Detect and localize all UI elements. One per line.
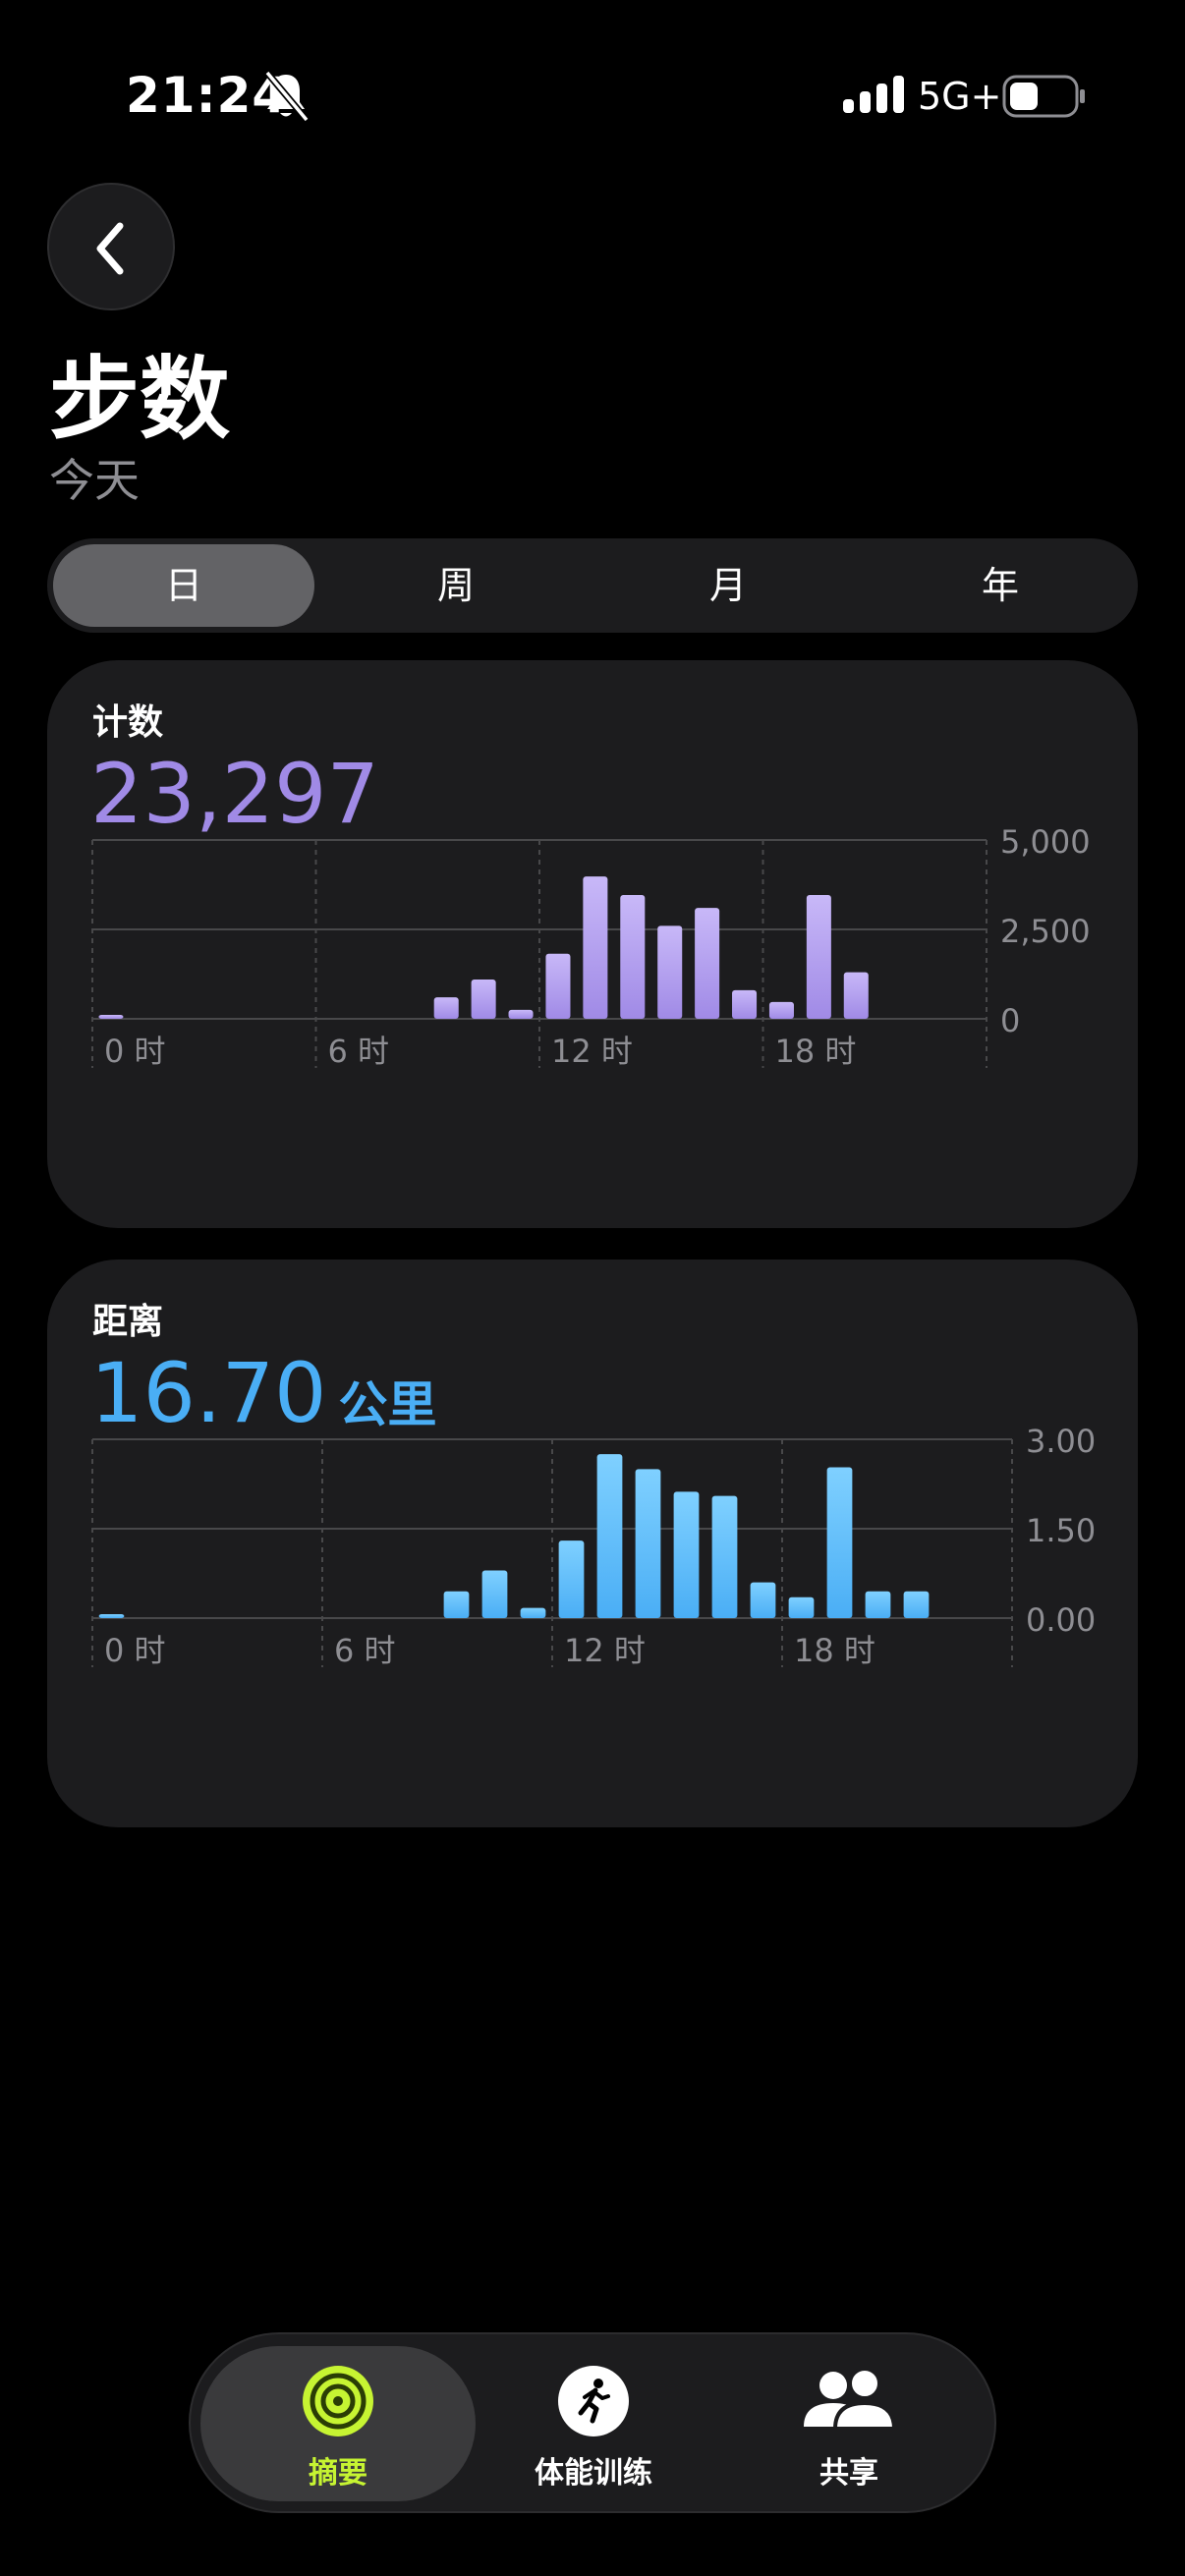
tab-sharing-label: 共享 <box>819 2456 878 2491</box>
bar[interactable] <box>433 997 459 1019</box>
bar[interactable] <box>635 1469 661 1618</box>
bar[interactable] <box>768 1001 794 1019</box>
tab-workouts-label: 体能训练 <box>535 2456 652 2491</box>
bar[interactable] <box>545 953 571 1019</box>
bar[interactable] <box>481 1570 508 1618</box>
bar[interactable] <box>596 1454 623 1618</box>
x-tick-label: 0 时 <box>104 1632 166 1669</box>
bar[interactable] <box>583 876 608 1019</box>
bar[interactable] <box>657 925 683 1019</box>
distance-value: 16.70 <box>90 1345 327 1441</box>
x-tick-label: 6 时 <box>328 1033 390 1070</box>
bar[interactable] <box>443 1591 470 1618</box>
x-tick-label: 0 时 <box>104 1033 166 1070</box>
bar[interactable] <box>711 1495 738 1618</box>
bar[interactable] <box>732 989 758 1019</box>
x-tick-label: 18 时 <box>775 1033 857 1070</box>
chevron-left-icon <box>96 222 124 275</box>
segment-year[interactable]: 年 <box>981 564 1019 607</box>
y-tick-label: 0.00 <box>1026 1601 1096 1639</box>
y-tick-label: 5,000 <box>1000 823 1091 861</box>
bar[interactable] <box>843 972 869 1019</box>
segment-week[interactable]: 周 <box>436 564 475 607</box>
bar[interactable] <box>788 1596 815 1618</box>
battery-icon <box>1002 75 1085 118</box>
tab-workouts[interactable]: 体能训练 <box>456 2346 731 2501</box>
back-button[interactable] <box>47 183 175 310</box>
bar[interactable] <box>673 1491 700 1618</box>
x-tick-label: 6 时 <box>334 1632 396 1669</box>
bar[interactable] <box>98 1015 124 1019</box>
y-tick-label: 3.00 <box>1026 1423 1096 1460</box>
bar[interactable] <box>903 1591 930 1618</box>
bar[interactable] <box>750 1582 776 1618</box>
steps-label: 计数 <box>92 702 164 743</box>
y-tick-label: 2,500 <box>1000 913 1091 950</box>
x-tick-label: 12 时 <box>551 1033 633 1070</box>
x-tick-label: 12 时 <box>564 1632 646 1669</box>
tab-bar: 摘要 体能训练 共享 <box>189 2332 996 2513</box>
bar[interactable] <box>471 979 496 1019</box>
distance-label: 距离 <box>92 1302 164 1342</box>
segment-month[interactable]: 月 <box>708 564 747 607</box>
steps-value: 23,297 <box>90 746 379 842</box>
signal-icon <box>843 76 904 113</box>
network-type: 5G+ <box>918 75 1002 118</box>
bar[interactable] <box>520 1607 546 1618</box>
page-subtitle: 今天 <box>49 454 140 507</box>
distance-chart: 3.00 1.50 0.00 0 时 6 时 12 时 18 时 <box>91 1423 1096 1669</box>
bar[interactable] <box>620 895 646 1019</box>
distance-card[interactable]: 距离 16.70 公里 3.00 1.50 0.00 0 时 6 时 12 时 18 时 <box>47 1260 1138 1827</box>
y-tick-label: 1.50 <box>1026 1512 1096 1549</box>
segment-day[interactable]: 日 <box>53 544 314 627</box>
people-icon <box>804 2367 896 2431</box>
distance-unit: 公里 <box>338 1376 437 1433</box>
bar[interactable] <box>806 895 831 1019</box>
bar[interactable] <box>98 1614 125 1618</box>
running-figure-icon <box>558 2366 629 2436</box>
distance-value-row: 16.70 公里 <box>90 1344 436 1454</box>
steps-chart: 5,000 2,500 0 0 时 6 时 12 时 18 时 <box>91 823 1091 1070</box>
bar[interactable] <box>826 1467 853 1618</box>
x-tick-label: 18 时 <box>794 1632 875 1669</box>
steps-card[interactable]: 计数 23,297 5,000 2,500 0 0 时 6 时 12 时 18 时 <box>47 660 1138 1228</box>
bar[interactable] <box>865 1591 891 1618</box>
page-title: 步数 <box>49 347 231 452</box>
bar[interactable] <box>558 1540 585 1618</box>
bar[interactable] <box>508 1009 534 1019</box>
tab-summary[interactable]: 摘要 <box>200 2346 476 2501</box>
bell-slash-icon <box>264 70 310 123</box>
tab-summary-label: 摘要 <box>309 2456 367 2491</box>
tab-sharing[interactable]: 共享 <box>711 2346 987 2501</box>
status-time: 21:24 <box>126 67 288 124</box>
activity-rings-icon <box>303 2366 373 2436</box>
y-tick-label: 0 <box>1000 1002 1020 1039</box>
bar[interactable] <box>695 908 720 1019</box>
period-segmented-control: 日 周 月 年 <box>47 538 1138 633</box>
